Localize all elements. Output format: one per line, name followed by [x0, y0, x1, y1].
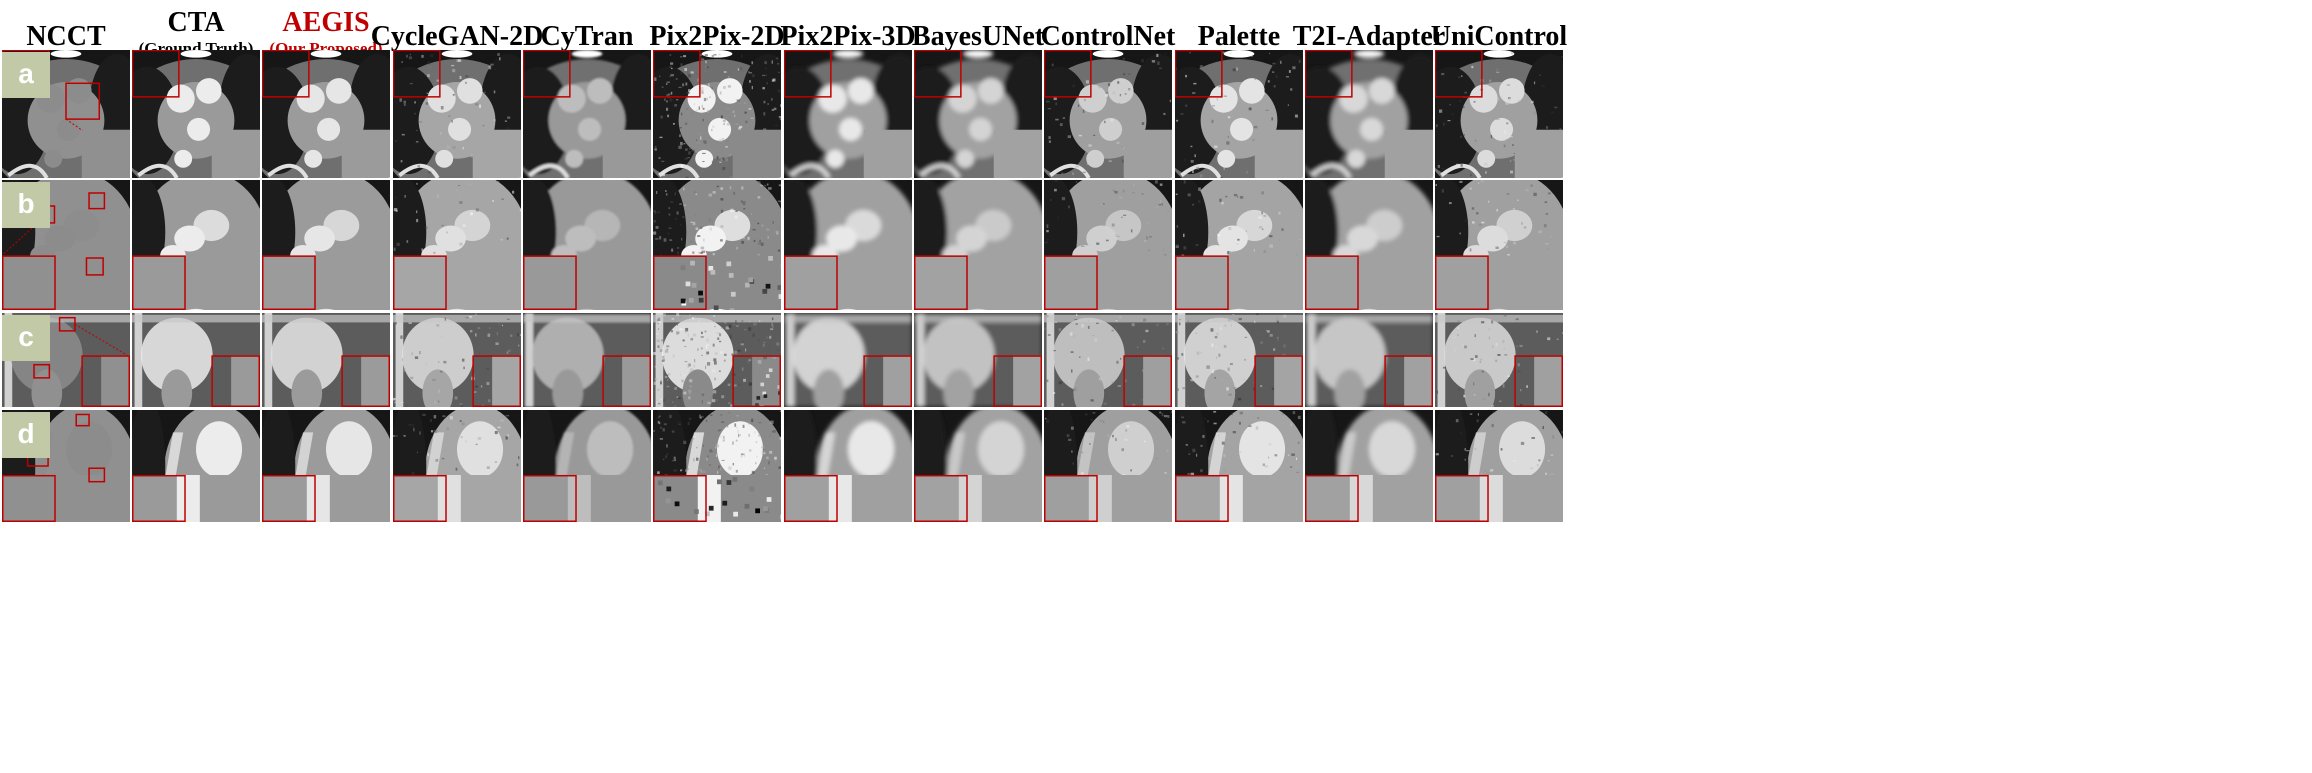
scan-image — [653, 50, 781, 178]
scan-tile-d-bayesunet — [914, 410, 1042, 522]
scan-image — [1044, 180, 1172, 310]
scan-tile-d-pix2pix3d — [784, 410, 912, 522]
scan-image — [653, 313, 781, 407]
scan-image — [914, 313, 1042, 407]
scan-image — [262, 313, 390, 407]
scan-tile-d-controlnet — [1044, 410, 1172, 522]
scan-image — [132, 180, 260, 310]
scan-image — [1305, 410, 1433, 522]
scan-image — [784, 410, 912, 522]
scan-image — [914, 180, 1042, 310]
scan-tile-d-cytran — [523, 410, 651, 522]
scan-tile-a-cta — [132, 50, 260, 178]
scan-tile-c-controlnet — [1044, 313, 1172, 407]
scan-tile-a-t2iadapter — [1305, 50, 1433, 178]
scan-image — [1044, 410, 1172, 522]
scan-image — [784, 50, 912, 178]
scan-image — [1435, 410, 1563, 522]
scan-image — [393, 50, 521, 178]
column-title: UniControl — [1403, 22, 1595, 52]
scan-tile-a-pix2pix3d — [784, 50, 912, 178]
scan-image — [1435, 180, 1563, 310]
scan-image — [914, 410, 1042, 522]
scan-tile-a-cyclegan — [393, 50, 521, 178]
scan-tile-b-cyclegan — [393, 180, 521, 310]
scan-tile-b-pix2pix3d — [784, 180, 912, 310]
scan-tile-c-palette — [1175, 313, 1303, 407]
scan-tile-d-cyclegan — [393, 410, 521, 522]
scan-image — [523, 50, 651, 178]
scan-tile-a-cytran — [523, 50, 651, 178]
scan-tile-b-cytran — [523, 180, 651, 310]
scan-tile-c-cyclegan — [393, 313, 521, 407]
scan-tile-c-pix2pix3d — [784, 313, 912, 407]
scan-tile-a-aegis — [262, 50, 390, 178]
scan-tile-a-controlnet — [1044, 50, 1172, 178]
scan-image — [1175, 50, 1303, 178]
scan-image — [914, 50, 1042, 178]
scan-tile-d-t2iadapter — [1305, 410, 1433, 522]
scan-tile-d-palette — [1175, 410, 1303, 522]
scan-image — [393, 410, 521, 522]
scan-image — [523, 180, 651, 310]
scan-image — [523, 313, 651, 407]
scan-image — [653, 410, 781, 522]
scan-tile-b-pix2pix2d — [653, 180, 781, 310]
scan-image — [1435, 50, 1563, 178]
scan-image — [653, 180, 781, 310]
scan-image — [1305, 50, 1433, 178]
scan-tile-c-cytran — [523, 313, 651, 407]
scan-tile-d-pix2pix2d — [653, 410, 781, 522]
scan-image — [1044, 50, 1172, 178]
scan-tile-b-bayesunet — [914, 180, 1042, 310]
scan-tile-c-pix2pix2d — [653, 313, 781, 407]
scan-tile-d-aegis — [262, 410, 390, 522]
scan-tile-a-unicontrol — [1435, 50, 1563, 178]
scan-image — [132, 50, 260, 178]
scan-tile-d-unicontrol — [1435, 410, 1563, 522]
scan-tile-c-aegis — [262, 313, 390, 407]
scan-image — [1175, 313, 1303, 407]
scan-image — [1175, 180, 1303, 310]
scan-tile-a-palette — [1175, 50, 1303, 178]
scan-tile-c-unicontrol — [1435, 313, 1563, 407]
scan-tile-c-bayesunet — [914, 313, 1042, 407]
row-label-a: a — [2, 52, 50, 98]
scan-image — [1305, 313, 1433, 407]
scan-tile-b-cta — [132, 180, 260, 310]
scan-tile-a-pix2pix2d — [653, 50, 781, 178]
scan-image — [262, 50, 390, 178]
scan-image — [1044, 313, 1172, 407]
scan-tile-b-t2iadapter — [1305, 180, 1433, 310]
scan-image — [1435, 313, 1563, 407]
scan-image — [393, 313, 521, 407]
scan-image — [1305, 180, 1433, 310]
row-label-b: b — [2, 182, 50, 228]
scan-tile-b-unicontrol — [1435, 180, 1563, 310]
row-label-c: c — [2, 315, 50, 361]
scan-image — [784, 313, 912, 407]
scan-tile-b-aegis — [262, 180, 390, 310]
scan-tile-d-cta — [132, 410, 260, 522]
scan-tile-b-controlnet — [1044, 180, 1172, 310]
scan-tile-b-palette — [1175, 180, 1303, 310]
scan-image — [132, 410, 260, 522]
scan-tile-c-t2iadapter — [1305, 313, 1433, 407]
scan-image — [262, 180, 390, 310]
scan-image — [393, 180, 521, 310]
scan-image — [1175, 410, 1303, 522]
scan-tile-a-bayesunet — [914, 50, 1042, 178]
scan-tile-c-cta — [132, 313, 260, 407]
scan-image — [262, 410, 390, 522]
scan-image — [784, 180, 912, 310]
scan-image — [523, 410, 651, 522]
row-label-d: d — [2, 412, 50, 458]
scan-image — [132, 313, 260, 407]
